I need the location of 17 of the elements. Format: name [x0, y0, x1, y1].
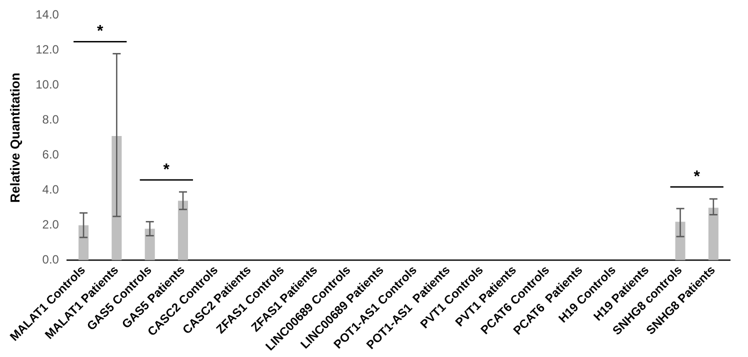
y-tick-label: 10.0: [36, 78, 60, 92]
bar: [178, 200, 188, 260]
annotation: *: [163, 161, 170, 178]
annotation: *: [96, 23, 104, 40]
bar: [675, 222, 686, 260]
y-tick-label: 0.0: [42, 252, 60, 266]
bar: [78, 225, 89, 260]
y-tick-label: 2.0: [42, 218, 60, 232]
bar: [144, 228, 155, 260]
y-tick-label: 4.0: [42, 182, 60, 197]
y-tick-label: 14.0: [36, 8, 60, 22]
bar: [708, 208, 718, 260]
y-axis-title: Relative Quantitation: [7, 72, 22, 203]
y-tick-label: 12.0: [36, 42, 60, 57]
y-tick-label: 6.0: [42, 148, 60, 162]
annotation: *: [694, 168, 701, 186]
y-tick-label: 8.0: [42, 112, 60, 127]
